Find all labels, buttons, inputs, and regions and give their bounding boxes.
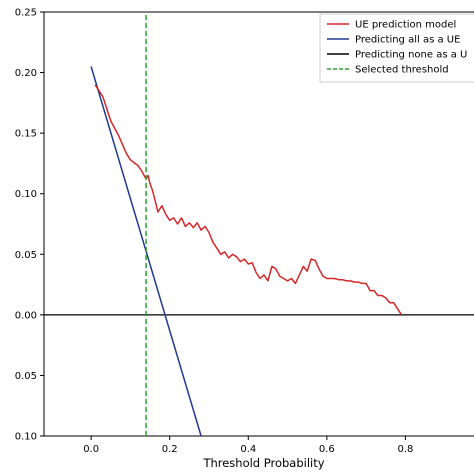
y-axis: 0.25 0.20 0.15 0.10 0.05 0.00 0.05 0.10 (15, 8, 44, 443)
x-axis-title: Threshold Probability (202, 456, 324, 470)
plot-area (43, 11, 474, 437)
y-tick-label: 0.25 (15, 8, 37, 19)
x-tick-label: 0.8 (397, 444, 413, 455)
y-tick-label: 0.10 (15, 189, 37, 200)
y-tick-label: 0.05 (15, 371, 37, 382)
series-layer (44, 12, 474, 437)
x-axis: 0.00.20.40.60.81 (83, 436, 413, 455)
plot-frame (43, 11, 474, 437)
y-tick-label: 0.00 (15, 310, 37, 321)
y-tick-label: 0.20 (15, 68, 37, 79)
x-tick-label: 0.0 (83, 444, 99, 455)
x-tick-label: 0.6 (319, 444, 335, 455)
legend-label: Selected threshold (355, 65, 449, 76)
legend-label: Predicting none as a U (355, 50, 467, 61)
ue-model-line (94, 84, 403, 316)
legend-label: UE prediction model (355, 20, 456, 31)
x-tick-label: 0.4 (240, 444, 256, 455)
y-tick-label: 0.10 (15, 432, 37, 443)
x-tick-label: 0.2 (162, 444, 178, 455)
legend-box (319, 13, 474, 83)
legend: UE prediction model Predicting all as a U… (319, 13, 474, 83)
y-tick-label: 0.05 (15, 250, 37, 261)
legend-label: Predicting all as a UE (355, 35, 460, 46)
y-tick-label: 0.15 (15, 129, 37, 140)
